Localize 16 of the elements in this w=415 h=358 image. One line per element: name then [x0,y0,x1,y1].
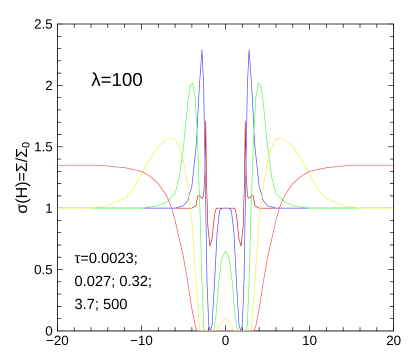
x-tick-label: 10 [303,336,316,346]
y-tick-label: 0.5 [34,265,52,274]
annotation: λ=100 [91,72,142,86]
annotation: 0.027; 0.32; [75,276,151,288]
y-tick-label: 1.5 [35,142,52,152]
y-tick-label: 1 [46,204,52,213]
y-tick-label: 2 [46,80,52,90]
y-tick-label: 0 [46,326,52,336]
annotation: τ=0.0023; [74,252,136,266]
annotation: 3.7; 500 [75,298,127,312]
x-tick-label: 20 [386,336,401,346]
y-tick-label: 2.5 [34,19,52,29]
y-axis-title: σ(H)=Σ/Σ$_{0}$ [15,142,30,214]
x-tick-label: 0 [222,336,229,346]
x-tick-label: −10 [130,336,152,346]
x-tick-label: −20 [46,336,68,346]
